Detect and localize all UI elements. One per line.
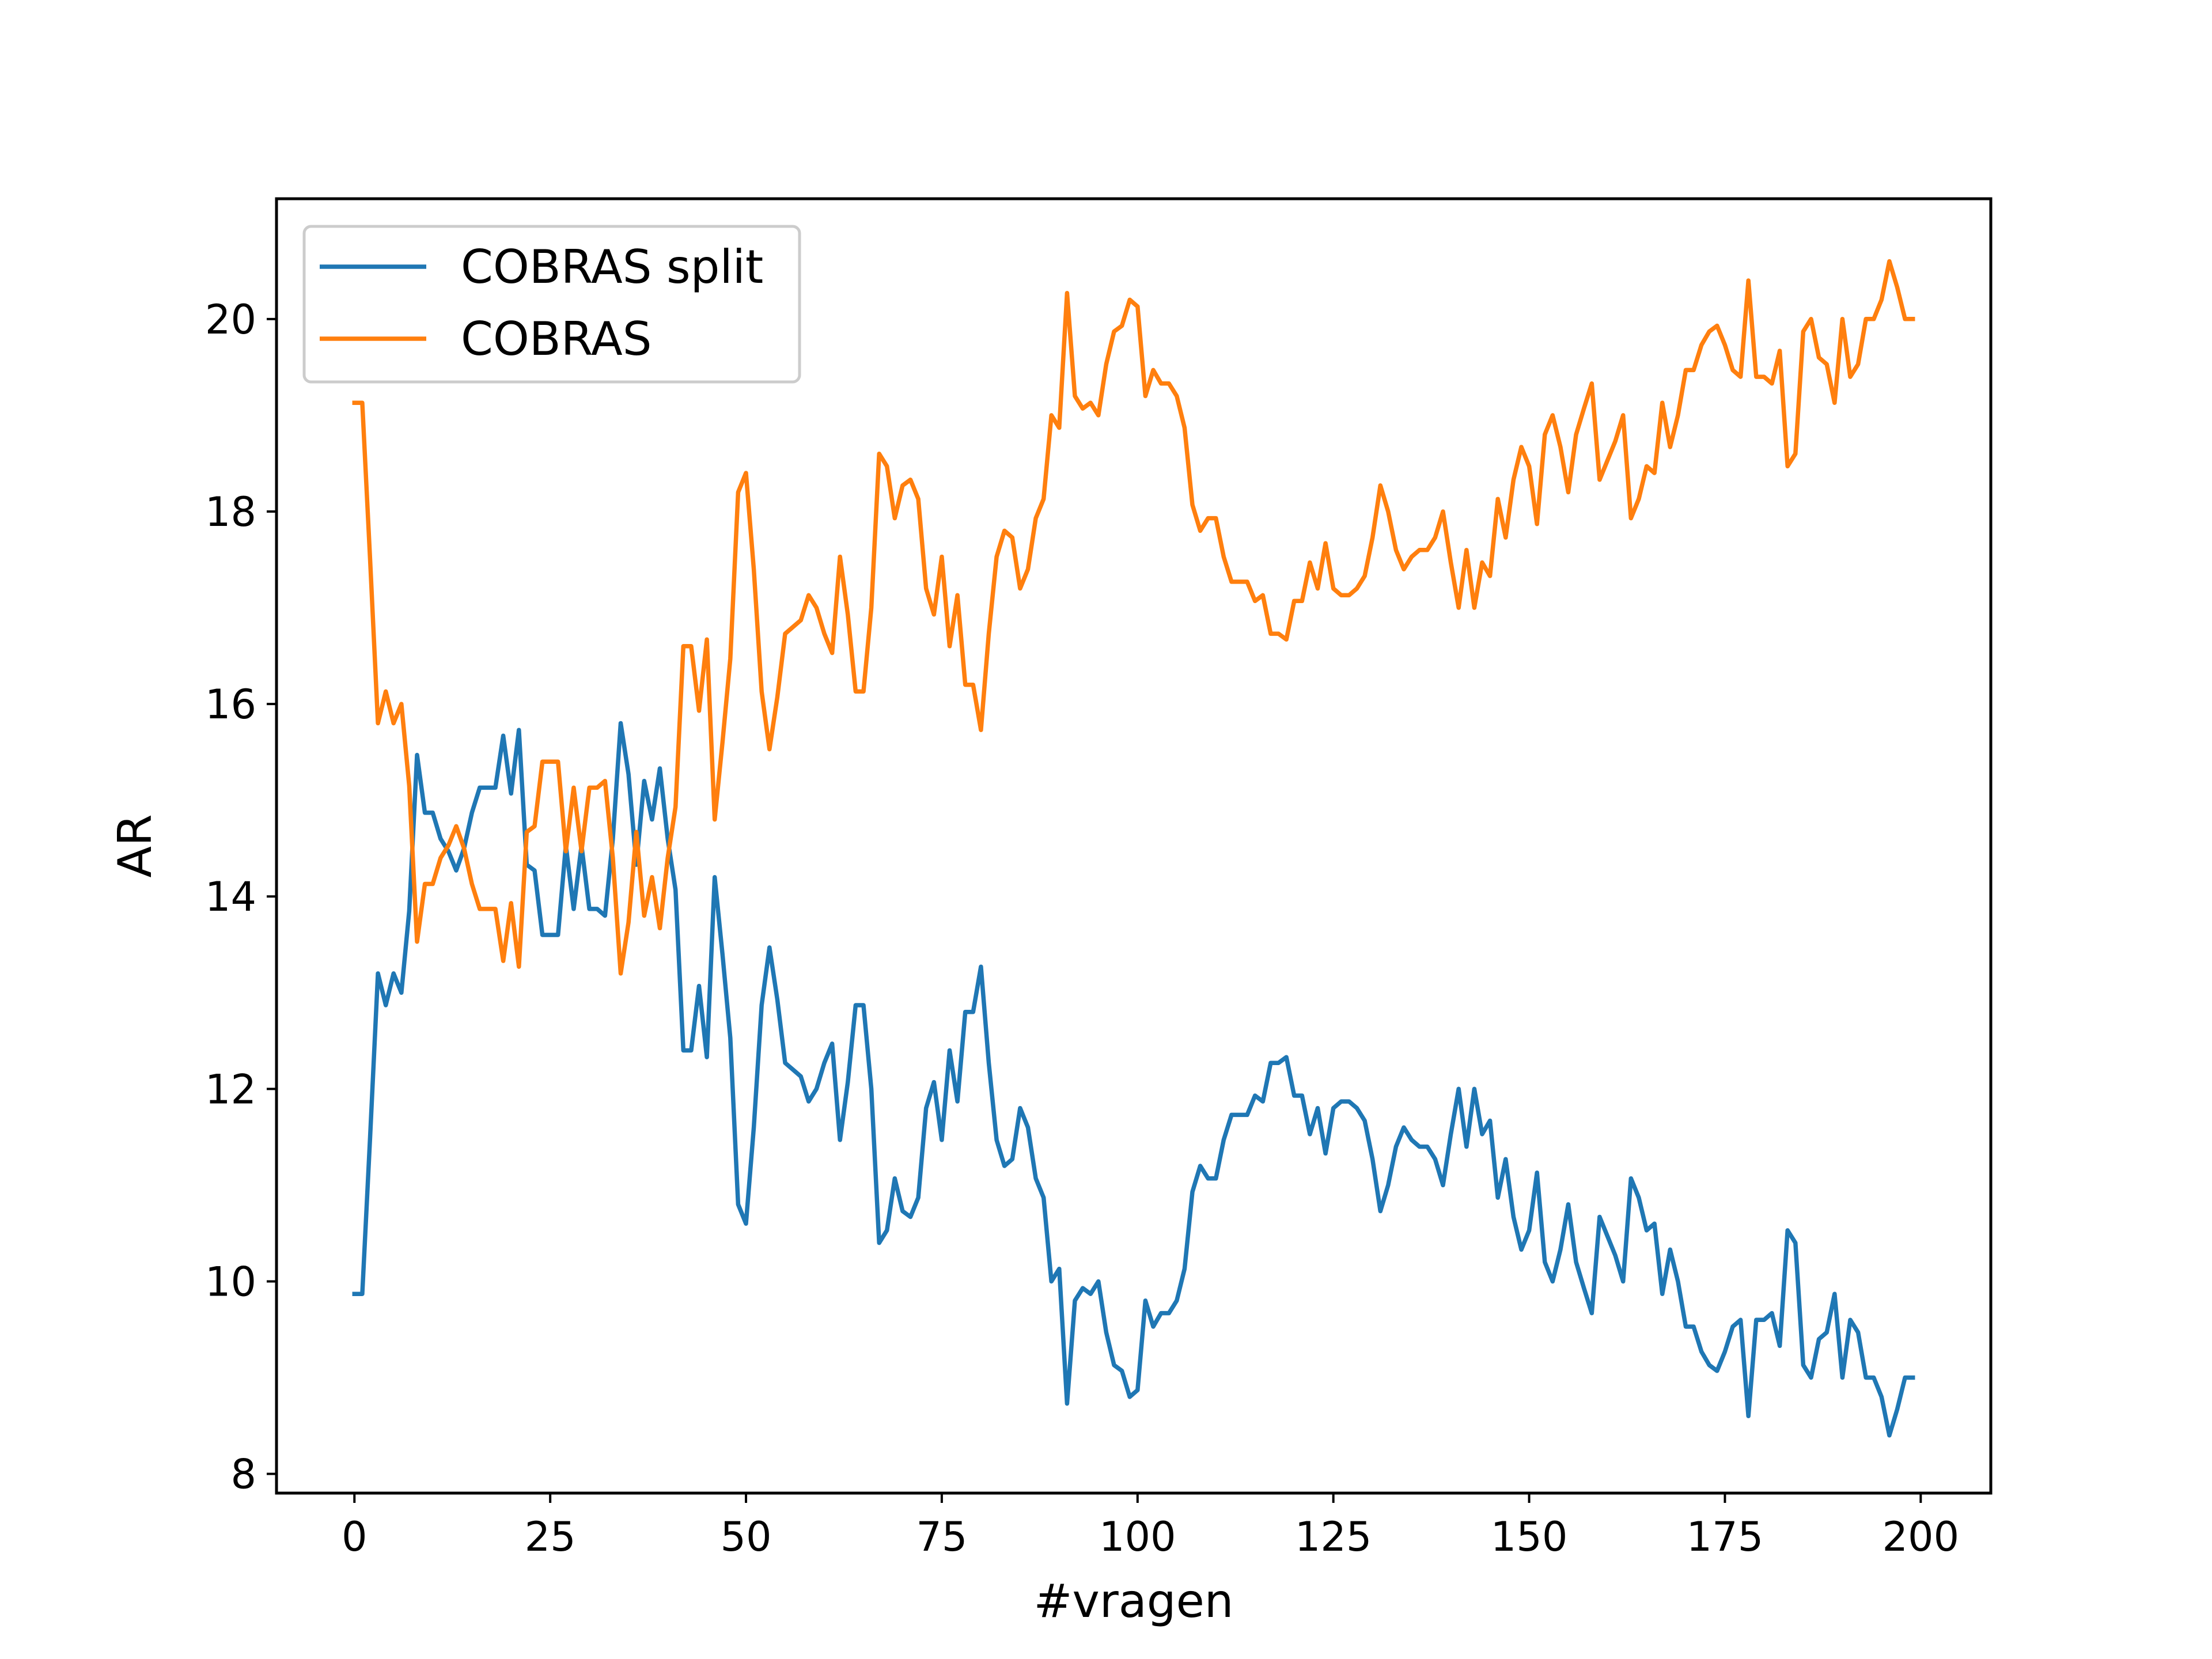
x-tick-label: 25 [525, 1513, 576, 1560]
x-tick-label: 150 [1491, 1513, 1568, 1560]
x-axis-title: #vragen [1034, 1574, 1234, 1628]
axes-frame [275, 197, 1993, 1495]
x-axis: 0 25 50 75 100 125 150 175 200 [342, 1493, 1959, 1560]
series-line-cobras [352, 259, 1915, 976]
y-tick-label: 8 [230, 1451, 256, 1498]
y-axis-title: AR [108, 814, 162, 877]
legend: COBRAS split COBRAS [302, 225, 801, 384]
legend-label-cobras: COBRAS [461, 312, 652, 366]
plot-area [275, 197, 1993, 1495]
x-tick-label: 175 [1687, 1513, 1764, 1560]
y-axis: 8 10 12 14 16 18 20 [205, 296, 276, 1498]
legend-box [302, 225, 801, 384]
x-tick-label: 200 [1883, 1513, 1960, 1560]
series-lines [352, 259, 1915, 1438]
y-tick-label: 12 [205, 1066, 256, 1113]
legend-label-cobras-split: COBRAS split [461, 240, 763, 294]
x-tick-label: 100 [1099, 1513, 1176, 1560]
y-tick-label: 14 [205, 873, 256, 921]
x-tick-label: 0 [342, 1513, 368, 1560]
x-tick-label: 50 [720, 1513, 771, 1560]
y-tick-label: 18 [205, 488, 256, 536]
y-tick-label: 20 [205, 296, 256, 343]
x-tick-label: 125 [1295, 1513, 1372, 1560]
y-tick-label: 10 [205, 1258, 256, 1305]
x-tick-label: 75 [916, 1513, 967, 1560]
series-line-cobras-split [352, 721, 1915, 1438]
y-tick-label: 16 [205, 681, 256, 728]
